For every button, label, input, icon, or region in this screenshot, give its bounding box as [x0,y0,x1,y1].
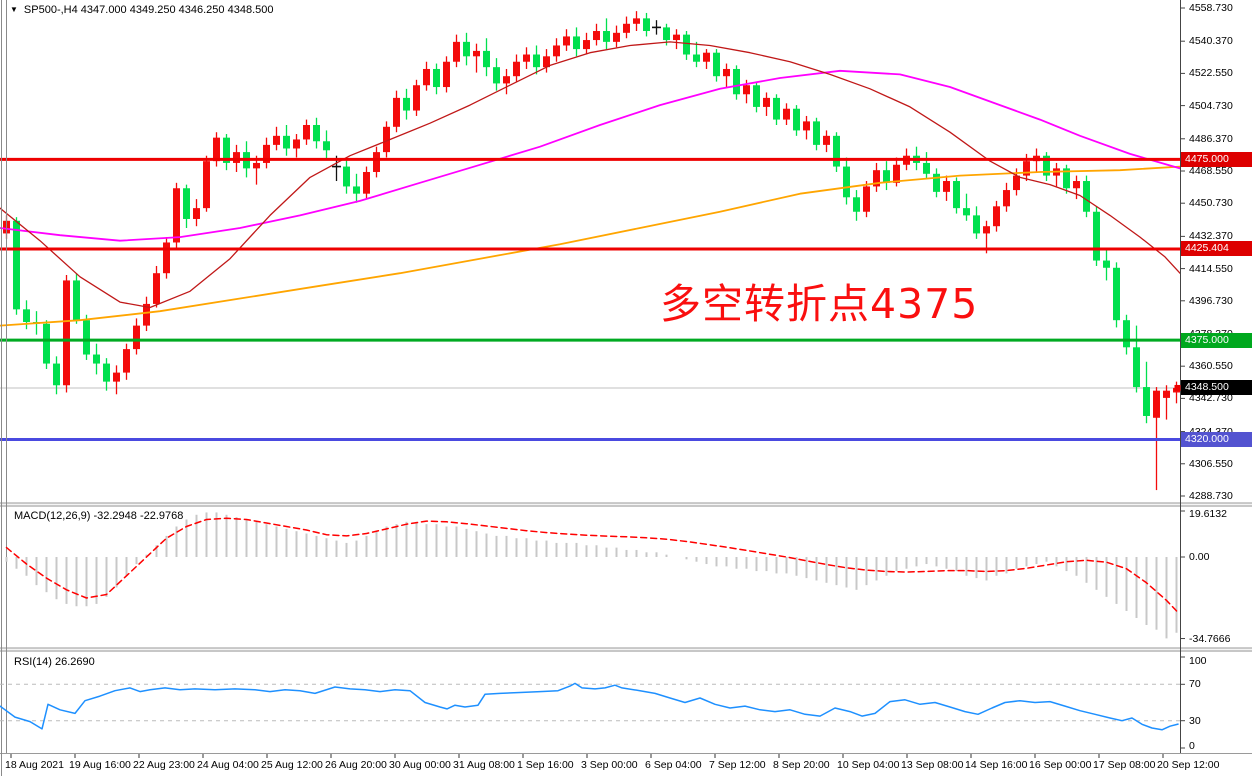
time-axis-label: 30 Aug 00:00 [389,759,451,771]
price-axis-label: 4522.550 [1189,67,1233,80]
time-axis-label: 16 Sep 00:00 [1029,759,1092,771]
time-axis-label: 25 Aug 12:00 [261,759,323,771]
symbol-ohlc-title: SP500-,H4 4347.000 4349.250 4346.250 434… [23,4,274,16]
rsi-axis-label: 0 [1189,740,1195,752]
panel-divider [0,503,1252,507]
price-axis-label: 4540.370 [1189,35,1233,48]
price-axis-label: 4414.550 [1189,262,1233,275]
price-axis-label: 4558.730 [1189,2,1233,14]
time-axis-label: 26 Aug 20:00 [325,759,387,771]
candles-layer [3,11,1180,491]
time-axis-label: 6 Sep 04:00 [645,759,702,771]
time-axis-label: 8 Sep 20:00 [773,759,830,771]
time-axis-label: 31 Aug 08:00 [453,759,515,771]
price-axis-label: 4486.370 [1189,132,1233,145]
time-axis-label: 24 Aug 04:00 [197,759,259,771]
time-axis-label: 18 Aug 2021 [5,759,64,771]
current-price-badge: 4348.500 [1181,380,1252,396]
resistance-line-4425-badge: 4425.404 [1181,241,1252,257]
rsi-line [0,682,1179,731]
time-axis-label: 1 Sep 16:00 [517,759,574,771]
time-axis-label: 17 Sep 08:00 [1093,759,1156,771]
support-line-4320-badge: 4320.000 [1181,431,1252,447]
time-axis-label: 13 Sep 08:00 [901,759,964,771]
macd-indicator-label: MACD(12,26,9) -32.2948 -22.9768 [14,510,184,522]
time-axis-label: 10 Sep 04:00 [837,759,900,771]
resistance-line-4475-badge: 4475.000 [1181,151,1252,167]
price-axis-label: 4468.550 [1189,164,1233,177]
price-axis-label: 4396.730 [1189,294,1233,307]
price-axis-label: 4504.730 [1189,99,1233,112]
rsi-axis-label: 30 [1189,714,1201,727]
symbol-collapse-icon[interactable]: ▼ [10,5,18,14]
panel-divider [0,648,1252,652]
macd-axis-label: 19.6132 [1189,508,1227,520]
macd-signal-line [5,517,1178,612]
time-axis-label: 7 Sep 12:00 [709,759,766,771]
ma-medium-magenta [0,69,1181,242]
macd-axis-label: -34.7666 [1189,632,1231,645]
price-axis-label: 4450.730 [1189,197,1233,210]
pivot-line-4375-badge: 4375.000 [1181,332,1252,348]
time-axis-label: 3 Sep 00:00 [581,759,638,771]
price-axis-label: 4432.370 [1189,230,1233,243]
rsi-axis-label: 100 [1189,655,1207,667]
chart-annotation-text[interactable]: 多空转折点4375 [660,280,979,328]
time-axis-label: 22 Aug 23:00 [133,759,195,771]
price-axis-label: 4306.550 [1189,457,1233,470]
macd-axis-label: 0.00 [1189,551,1210,563]
time-axis-label: 14 Sep 16:00 [965,759,1028,771]
ma-fast-darkred [0,41,1181,309]
time-axis-label: 19 Aug 16:00 [69,759,131,771]
rsi-axis-label: 70 [1189,678,1201,691]
chart-title: ▼ SP500-,H4 4347.000 4349.250 4346.250 43… [10,4,273,16]
price-axis-label: 4288.730 [1189,489,1233,502]
time-axis-label: 20 Sep 12:00 [1157,759,1220,771]
rsi-indicator-label: RSI(14) 26.2690 [14,656,95,668]
price-axis-label: 4360.550 [1189,360,1233,373]
ma-slow-orange [0,165,1181,327]
current-price-marker [1174,384,1181,391]
